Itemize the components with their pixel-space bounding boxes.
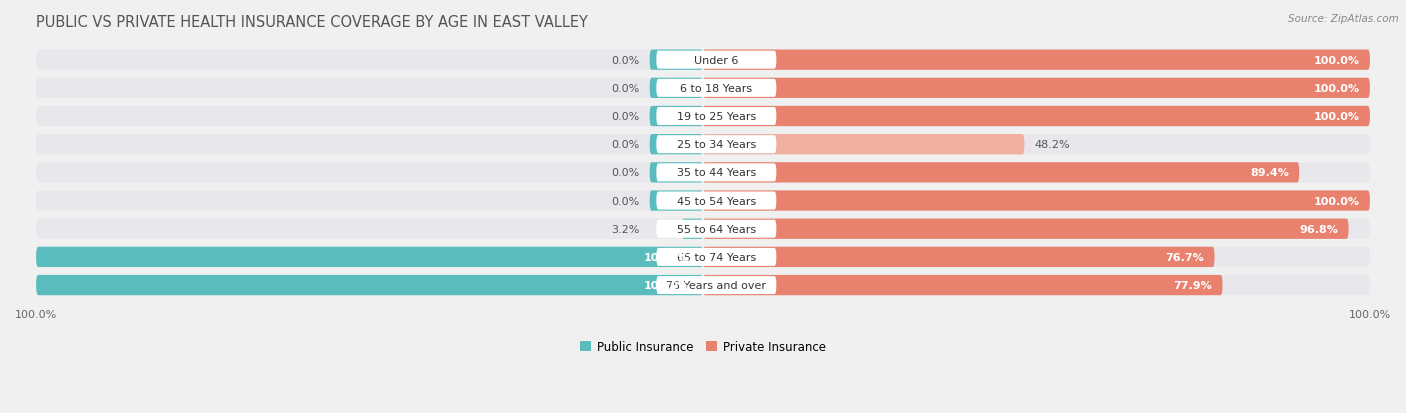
FancyBboxPatch shape bbox=[657, 192, 776, 210]
FancyBboxPatch shape bbox=[657, 108, 776, 126]
Text: 75 Years and over: 75 Years and over bbox=[666, 280, 766, 290]
Text: 0.0%: 0.0% bbox=[612, 55, 640, 66]
FancyBboxPatch shape bbox=[650, 135, 703, 155]
Text: 45 to 54 Years: 45 to 54 Years bbox=[676, 196, 756, 206]
Text: 77.9%: 77.9% bbox=[1174, 280, 1212, 290]
FancyBboxPatch shape bbox=[37, 163, 1369, 183]
Text: 55 to 64 Years: 55 to 64 Years bbox=[676, 224, 756, 234]
Text: 3.2%: 3.2% bbox=[612, 224, 640, 234]
FancyBboxPatch shape bbox=[703, 219, 1348, 239]
FancyBboxPatch shape bbox=[703, 163, 1299, 183]
Text: 0.0%: 0.0% bbox=[612, 140, 640, 150]
FancyBboxPatch shape bbox=[650, 163, 703, 183]
Text: 19 to 25 Years: 19 to 25 Years bbox=[676, 112, 756, 122]
FancyBboxPatch shape bbox=[657, 248, 776, 266]
FancyBboxPatch shape bbox=[650, 50, 703, 71]
Text: 100.0%: 100.0% bbox=[644, 280, 690, 290]
FancyBboxPatch shape bbox=[657, 52, 776, 69]
FancyBboxPatch shape bbox=[37, 78, 1369, 99]
FancyBboxPatch shape bbox=[37, 247, 703, 267]
Text: 96.8%: 96.8% bbox=[1299, 224, 1339, 234]
FancyBboxPatch shape bbox=[703, 135, 1025, 155]
Legend: Public Insurance, Private Insurance: Public Insurance, Private Insurance bbox=[575, 335, 831, 358]
Text: Source: ZipAtlas.com: Source: ZipAtlas.com bbox=[1288, 14, 1399, 24]
FancyBboxPatch shape bbox=[703, 50, 1369, 71]
Text: 0.0%: 0.0% bbox=[612, 112, 640, 122]
FancyBboxPatch shape bbox=[703, 191, 1369, 211]
FancyBboxPatch shape bbox=[657, 136, 776, 154]
Text: 0.0%: 0.0% bbox=[612, 196, 640, 206]
Text: 48.2%: 48.2% bbox=[1035, 140, 1070, 150]
Text: 100.0%: 100.0% bbox=[1313, 112, 1360, 122]
Text: Under 6: Under 6 bbox=[695, 55, 738, 66]
FancyBboxPatch shape bbox=[650, 191, 703, 211]
FancyBboxPatch shape bbox=[657, 80, 776, 97]
FancyBboxPatch shape bbox=[682, 219, 703, 239]
FancyBboxPatch shape bbox=[37, 191, 1369, 211]
FancyBboxPatch shape bbox=[37, 135, 1369, 155]
FancyBboxPatch shape bbox=[650, 107, 703, 127]
Text: 100.0%: 100.0% bbox=[1313, 55, 1360, 66]
Text: 100.0%: 100.0% bbox=[644, 252, 690, 262]
Text: 0.0%: 0.0% bbox=[612, 83, 640, 94]
FancyBboxPatch shape bbox=[37, 275, 703, 295]
FancyBboxPatch shape bbox=[657, 276, 776, 294]
FancyBboxPatch shape bbox=[37, 247, 1369, 267]
FancyBboxPatch shape bbox=[657, 220, 776, 238]
FancyBboxPatch shape bbox=[37, 275, 1369, 295]
FancyBboxPatch shape bbox=[657, 164, 776, 182]
FancyBboxPatch shape bbox=[37, 50, 1369, 71]
Text: 6 to 18 Years: 6 to 18 Years bbox=[681, 83, 752, 94]
FancyBboxPatch shape bbox=[37, 219, 1369, 239]
Text: 100.0%: 100.0% bbox=[1313, 83, 1360, 94]
Text: PUBLIC VS PRIVATE HEALTH INSURANCE COVERAGE BY AGE IN EAST VALLEY: PUBLIC VS PRIVATE HEALTH INSURANCE COVER… bbox=[37, 15, 588, 30]
Text: 35 to 44 Years: 35 to 44 Years bbox=[676, 168, 756, 178]
Text: 65 to 74 Years: 65 to 74 Years bbox=[676, 252, 756, 262]
Text: 100.0%: 100.0% bbox=[1313, 196, 1360, 206]
FancyBboxPatch shape bbox=[650, 78, 703, 99]
Text: 89.4%: 89.4% bbox=[1250, 168, 1289, 178]
FancyBboxPatch shape bbox=[703, 78, 1369, 99]
Text: 76.7%: 76.7% bbox=[1166, 252, 1205, 262]
Text: 25 to 34 Years: 25 to 34 Years bbox=[676, 140, 756, 150]
Text: 0.0%: 0.0% bbox=[612, 168, 640, 178]
FancyBboxPatch shape bbox=[37, 107, 1369, 127]
FancyBboxPatch shape bbox=[703, 107, 1369, 127]
FancyBboxPatch shape bbox=[703, 247, 1215, 267]
FancyBboxPatch shape bbox=[703, 275, 1222, 295]
